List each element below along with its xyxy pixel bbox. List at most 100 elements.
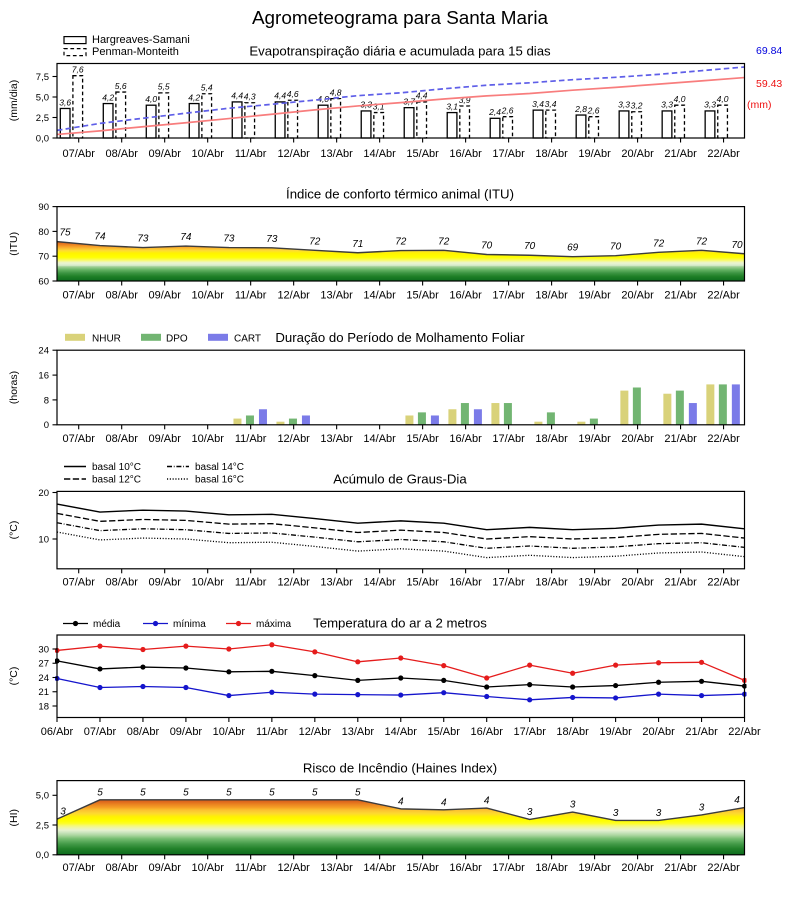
svg-text:4,0: 4,0 (717, 94, 729, 104)
svg-text:Temperatura do ar a 2 metros: Temperatura do ar a 2 metros (313, 616, 487, 631)
svg-text:(°C): (°C) (8, 667, 20, 686)
svg-text:5: 5 (183, 787, 189, 798)
svg-text:14/Abr: 14/Abr (363, 862, 396, 874)
svg-text:(horas): (horas) (8, 371, 20, 404)
svg-text:20/Abr: 20/Abr (621, 433, 654, 445)
svg-text:11/Abr: 11/Abr (235, 148, 267, 160)
svg-text:73: 73 (223, 234, 235, 245)
svg-text:3: 3 (656, 808, 662, 819)
svg-text:Risco de Incêndio (Haines Inde: Risco de Incêndio (Haines Index) (303, 761, 497, 776)
svg-text:4,0: 4,0 (145, 94, 157, 104)
svg-text:3,4: 3,4 (532, 99, 544, 109)
svg-text:12/Abr: 12/Abr (277, 433, 310, 445)
svg-text:17/Abr: 17/Abr (492, 290, 525, 302)
svg-text:12/Abr: 12/Abr (277, 290, 310, 302)
svg-text:3,1: 3,1 (373, 101, 385, 111)
svg-text:5,0: 5,0 (36, 92, 49, 103)
svg-text:22/Abr: 22/Abr (728, 726, 761, 738)
svg-text:72: 72 (438, 236, 450, 247)
svg-text:8: 8 (44, 395, 49, 406)
svg-text:08/Abr: 08/Abr (105, 862, 138, 874)
svg-text:73: 73 (266, 234, 278, 245)
svg-text:Duração do Período de Molhamen: Duração do Período de Molhamento Foliar (275, 330, 525, 345)
svg-text:20/Abr: 20/Abr (642, 726, 675, 738)
svg-text:22/Abr: 22/Abr (707, 862, 740, 874)
svg-text:Evapotranspiração diária e acu: Evapotranspiração diária e acumulada par… (249, 44, 551, 59)
svg-text:15/Abr: 15/Abr (406, 290, 439, 302)
svg-text:70: 70 (610, 242, 622, 253)
svg-text:3,3: 3,3 (661, 100, 673, 110)
svg-text:11/Abr: 11/Abr (256, 726, 288, 738)
svg-text:16/Abr: 16/Abr (449, 862, 482, 874)
svg-text:(HI): (HI) (8, 809, 20, 827)
svg-text:média: média (93, 619, 121, 630)
svg-text:17/Abr: 17/Abr (492, 433, 525, 445)
svg-text:basal 10°C: basal 10°C (92, 462, 141, 473)
svg-text:20/Abr: 20/Abr (621, 148, 654, 160)
svg-text:70: 70 (524, 241, 536, 252)
svg-text:5: 5 (140, 787, 146, 798)
svg-text:70: 70 (731, 240, 743, 251)
svg-text:10/Abr: 10/Abr (191, 577, 224, 589)
svg-text:07/Abr: 07/Abr (62, 433, 95, 445)
svg-text:16/Abr: 16/Abr (449, 433, 482, 445)
svg-text:11/Abr: 11/Abr (235, 862, 267, 874)
svg-text:14/Abr: 14/Abr (363, 148, 396, 160)
svg-text:0,0: 0,0 (36, 850, 49, 861)
svg-text:21/Abr: 21/Abr (664, 148, 697, 160)
svg-text:4,2: 4,2 (188, 92, 200, 102)
svg-text:5,6: 5,6 (115, 81, 127, 91)
svg-text:15/Abr: 15/Abr (406, 433, 439, 445)
svg-text:3: 3 (60, 807, 66, 818)
svg-text:15/Abr: 15/Abr (428, 726, 461, 738)
svg-text:08/Abr: 08/Abr (105, 433, 138, 445)
svg-text:0: 0 (44, 420, 49, 431)
svg-text:18/Abr: 18/Abr (535, 577, 568, 589)
svg-text:basal 12°C: basal 12°C (92, 475, 141, 486)
svg-text:59.43: 59.43 (756, 78, 782, 90)
svg-text:18/Abr: 18/Abr (535, 290, 568, 302)
svg-text:3,2: 3,2 (631, 101, 643, 111)
svg-text:2,5: 2,5 (36, 113, 49, 124)
svg-text:5: 5 (226, 787, 232, 798)
svg-text:09/Abr: 09/Abr (148, 862, 181, 874)
svg-text:(mm/dia): (mm/dia) (8, 80, 20, 121)
svg-text:12/Abr: 12/Abr (299, 726, 332, 738)
svg-text:18: 18 (38, 701, 49, 712)
svg-text:7,5: 7,5 (36, 72, 49, 83)
svg-text:71: 71 (352, 239, 363, 250)
svg-text:3,1: 3,1 (446, 101, 458, 111)
svg-text:18/Abr: 18/Abr (535, 862, 568, 874)
svg-text:5: 5 (97, 787, 103, 798)
svg-text:5: 5 (355, 787, 361, 798)
svg-text:19/Abr: 19/Abr (578, 577, 611, 589)
svg-text:NHUR: NHUR (92, 334, 121, 345)
svg-text:10/Abr: 10/Abr (191, 290, 224, 302)
svg-text:72: 72 (395, 237, 407, 248)
svg-text:27: 27 (38, 659, 49, 670)
svg-text:09/Abr: 09/Abr (148, 290, 181, 302)
svg-text:16/Abr: 16/Abr (470, 726, 503, 738)
svg-text:74: 74 (180, 232, 192, 243)
svg-text:3,4: 3,4 (545, 99, 557, 109)
svg-text:3: 3 (699, 802, 705, 813)
svg-text:14/Abr: 14/Abr (363, 433, 396, 445)
svg-text:máxima: máxima (256, 619, 291, 630)
svg-text:14/Abr: 14/Abr (385, 726, 418, 738)
svg-text:10/Abr: 10/Abr (191, 862, 224, 874)
svg-text:16/Abr: 16/Abr (449, 290, 482, 302)
svg-text:mínima: mínima (173, 619, 206, 630)
svg-text:10: 10 (38, 534, 49, 545)
svg-text:2,6: 2,6 (587, 105, 600, 115)
svg-text:16/Abr: 16/Abr (449, 148, 482, 160)
svg-text:19/Abr: 19/Abr (578, 148, 611, 160)
svg-text:07/Abr: 07/Abr (62, 290, 95, 302)
svg-text:Índice de conforto térmico ani: Índice de conforto térmico animal (ITU) (286, 187, 514, 202)
svg-text:17/Abr: 17/Abr (492, 862, 525, 874)
svg-text:22/Abr: 22/Abr (707, 148, 740, 160)
svg-text:19/Abr: 19/Abr (578, 862, 611, 874)
svg-text:30: 30 (38, 644, 49, 655)
svg-text:80: 80 (38, 227, 49, 238)
svg-text:72: 72 (696, 236, 708, 247)
svg-text:09/Abr: 09/Abr (148, 433, 181, 445)
